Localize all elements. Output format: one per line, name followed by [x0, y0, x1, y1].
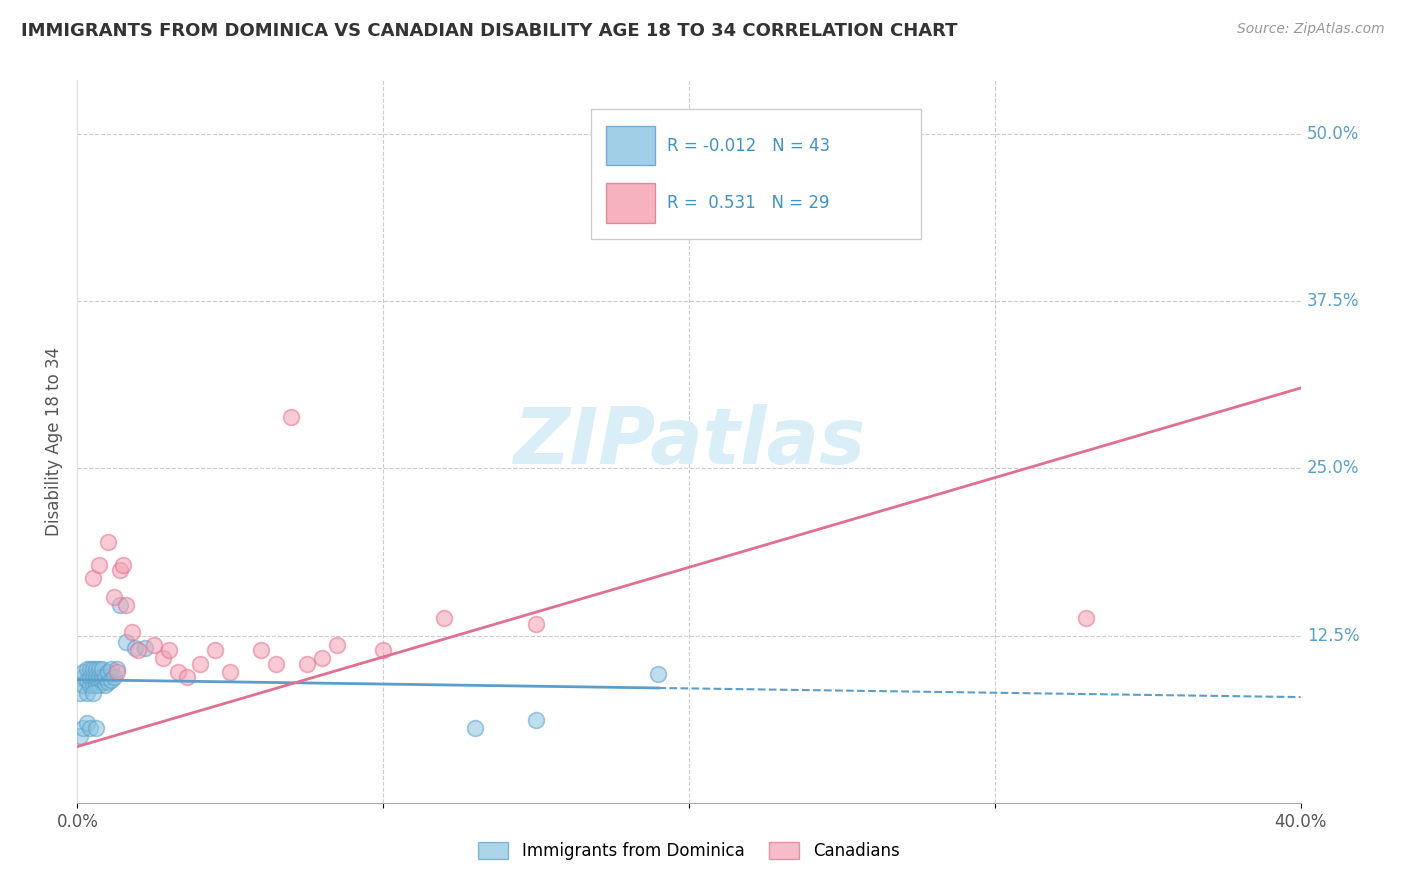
Point	[82, 662, 104, 676]
Point	[108, 598, 131, 612]
Point	[121, 624, 143, 639]
Text: Source: ZipAtlas.com: Source: ZipAtlas.com	[1237, 22, 1385, 37]
Bar	[606, 183, 655, 223]
Point	[100, 673, 122, 687]
Point	[250, 643, 273, 657]
Point	[134, 640, 156, 655]
Point	[108, 563, 131, 577]
Point	[142, 638, 165, 652]
Text: R =  0.531   N = 29: R = 0.531 N = 29	[666, 194, 830, 211]
Point	[72, 721, 94, 735]
Point	[94, 670, 117, 684]
Point	[524, 616, 547, 631]
Point	[176, 670, 198, 684]
Point	[84, 670, 107, 684]
Point	[69, 729, 91, 743]
Point	[90, 670, 112, 684]
Point	[84, 662, 107, 676]
Point	[79, 670, 101, 684]
Point	[72, 678, 94, 692]
Point	[157, 643, 180, 657]
Legend: Immigrants from Dominica, Canadians: Immigrants from Dominica, Canadians	[471, 835, 907, 867]
Point	[524, 713, 547, 727]
Point	[84, 721, 107, 735]
Point	[94, 678, 117, 692]
Text: IMMIGRANTS FROM DOMINICA VS CANADIAN DISABILITY AGE 18 TO 34 CORRELATION CHART: IMMIGRANTS FROM DOMINICA VS CANADIAN DIS…	[21, 22, 957, 40]
Point	[464, 721, 486, 735]
Text: R = -0.012   N = 43: R = -0.012 N = 43	[666, 136, 830, 154]
Point	[79, 678, 101, 692]
Point	[115, 635, 138, 649]
Text: ZIPatlas: ZIPatlas	[513, 403, 865, 480]
Point	[647, 667, 669, 681]
Point	[280, 410, 302, 425]
Point	[100, 662, 122, 676]
Point	[90, 662, 112, 676]
Point	[295, 657, 318, 671]
Point	[97, 665, 120, 679]
Point	[79, 721, 101, 735]
Point	[87, 670, 110, 684]
Point	[76, 673, 98, 687]
Point	[76, 686, 98, 700]
Point	[103, 590, 125, 604]
Point	[219, 665, 242, 679]
Point	[115, 598, 138, 612]
Y-axis label: Disability Age 18 to 34: Disability Age 18 to 34	[45, 347, 63, 536]
Bar	[606, 126, 655, 165]
Point	[97, 675, 120, 690]
Point	[167, 665, 190, 679]
Point	[87, 678, 110, 692]
Point	[127, 643, 149, 657]
Point	[103, 670, 125, 684]
Text: 12.5%: 12.5%	[1306, 626, 1360, 645]
Point	[72, 670, 94, 684]
Point	[264, 657, 287, 671]
Point	[82, 670, 104, 684]
Point	[72, 665, 94, 679]
Point	[82, 571, 104, 585]
Point	[87, 558, 110, 572]
Point	[188, 657, 211, 671]
Point	[1076, 611, 1098, 625]
Point	[371, 643, 394, 657]
Point	[105, 665, 128, 679]
Point	[124, 640, 146, 655]
Point	[326, 638, 349, 652]
Point	[90, 675, 112, 690]
Text: 50.0%: 50.0%	[1306, 125, 1360, 143]
Point	[79, 662, 101, 676]
Point	[76, 662, 98, 676]
Point	[76, 715, 98, 730]
Point	[152, 651, 174, 665]
Point	[105, 662, 128, 676]
Point	[82, 678, 104, 692]
Point	[433, 611, 456, 625]
Point	[311, 651, 333, 665]
Point	[84, 678, 107, 692]
Point	[87, 662, 110, 676]
Text: 25.0%: 25.0%	[1306, 459, 1360, 477]
Point	[204, 643, 226, 657]
FancyBboxPatch shape	[591, 109, 921, 239]
Text: 37.5%: 37.5%	[1306, 292, 1360, 310]
Point	[97, 534, 120, 549]
Point	[69, 686, 91, 700]
Point	[112, 558, 135, 572]
Point	[82, 686, 104, 700]
